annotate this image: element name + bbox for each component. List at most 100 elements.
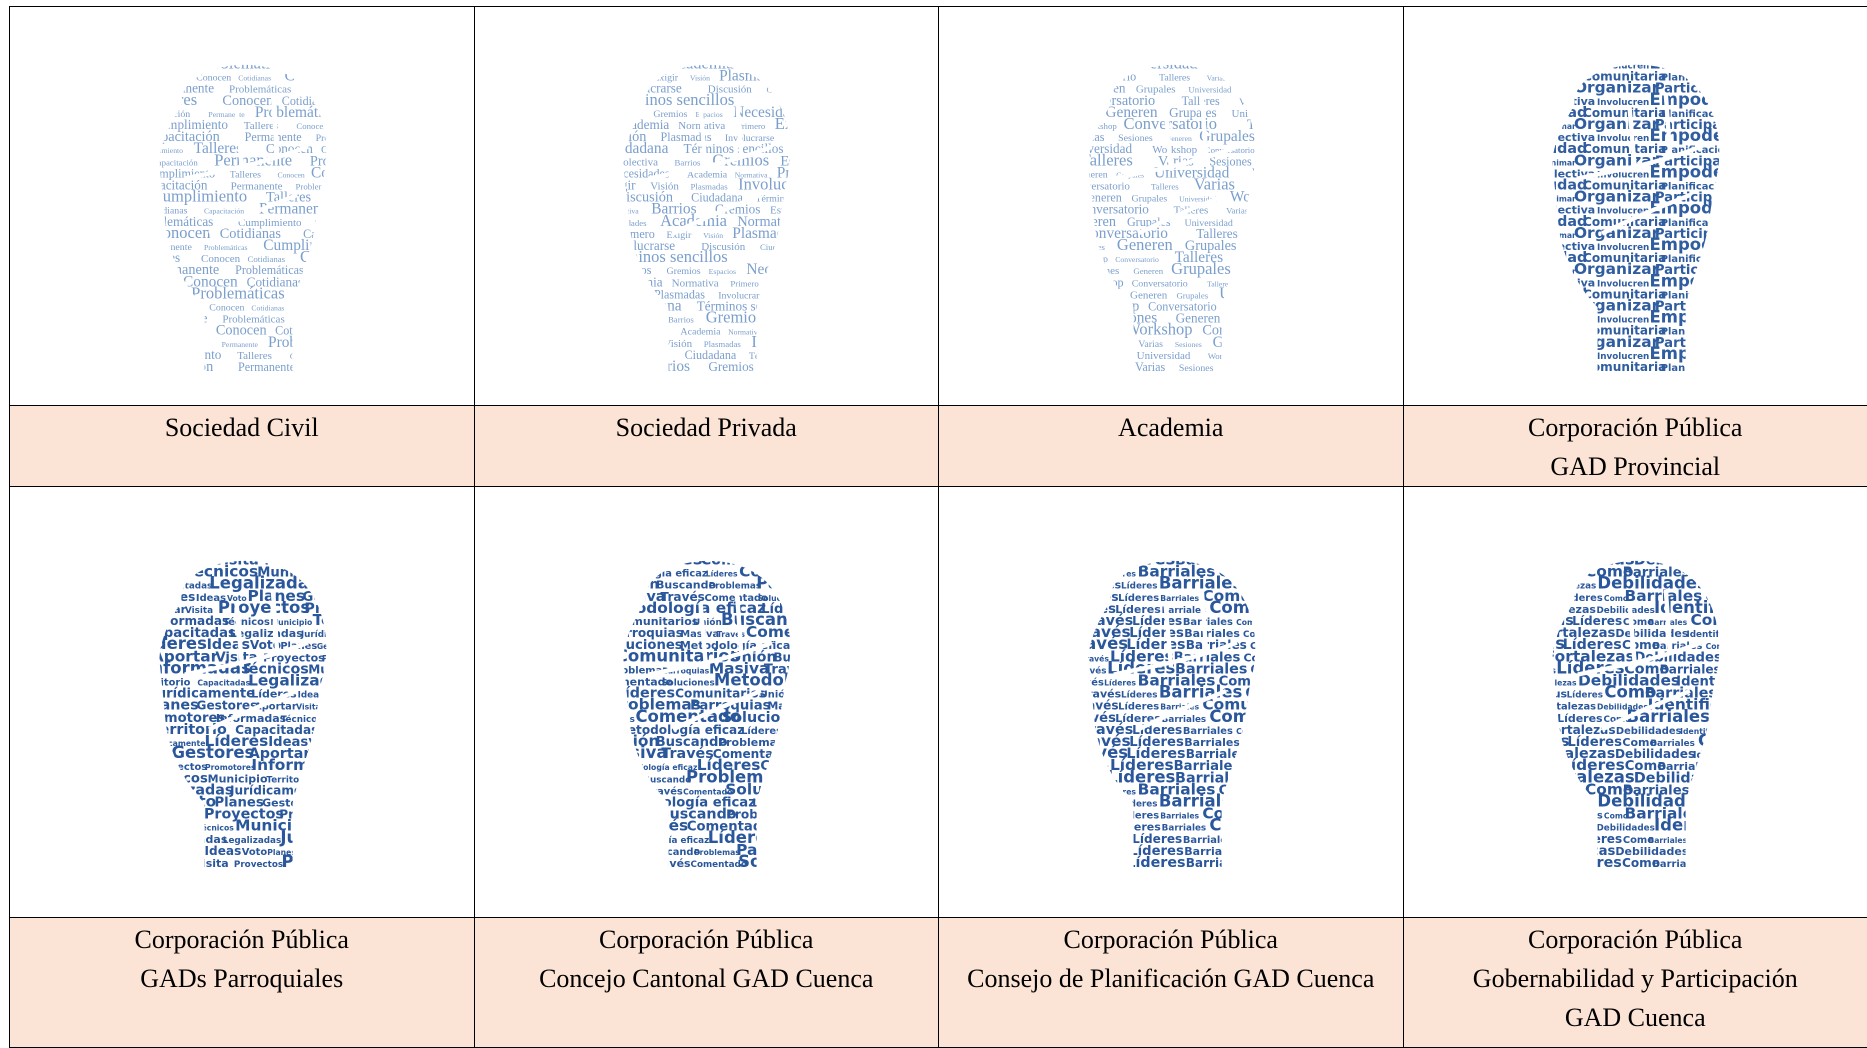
- word: Comentado: [701, 553, 793, 569]
- word: Líderes: [321, 785, 352, 797]
- word-cloud: UniónBuscandoProblemasParroquiasMasivaTr…: [596, 537, 816, 867]
- word: Líderes: [1561, 538, 1625, 556]
- word: Generen: [1236, 47, 1274, 59]
- word: Través: [642, 550, 703, 569]
- word: Capacitación: [138, 359, 213, 371]
- word: Buscando: [791, 691, 816, 700]
- word: Comunitarios: [1243, 542, 1281, 555]
- word: Necesidades: [603, 324, 664, 338]
- word: Visita: [145, 804, 198, 823]
- caption-line: GAD Cuenca: [1404, 998, 1867, 1037]
- word: Líderes: [1104, 570, 1136, 579]
- word: Capacitación: [298, 298, 352, 315]
- word: Identificando: [1703, 795, 1746, 811]
- word: Comunidad: [1698, 731, 1745, 750]
- word: Universidad: [1067, 327, 1111, 337]
- word: Líderes: [152, 545, 184, 554]
- word: Líderes: [1562, 810, 1603, 822]
- word: Unión: [609, 772, 645, 785]
- word: Grupales: [1171, 259, 1231, 278]
- image-cell: SusLíderesComoBarrialesComunidadFortalez…: [1404, 487, 1867, 918]
- word: Sesiones: [1067, 110, 1094, 119]
- word: Problemáticas: [191, 283, 284, 302]
- word: Talleres: [138, 320, 190, 339]
- words: TravésLíderesBarrialesComunitariosTravés…: [1067, 538, 1280, 867]
- word: Primero: [731, 278, 760, 288]
- word: Sesiones: [1067, 286, 1113, 301]
- word: Través: [1074, 557, 1106, 568]
- word: Aportar: [138, 856, 195, 867]
- word: Visita: [193, 857, 228, 867]
- word: Universidad: [1248, 262, 1281, 278]
- word: Líderes: [1104, 787, 1136, 796]
- word: Comunidad: [1691, 611, 1746, 629]
- word: Capacitación: [284, 68, 351, 85]
- word: Identificando: [1726, 554, 1746, 568]
- word: Animar: [1545, 340, 1576, 349]
- word: Talleres: [1067, 359, 1112, 371]
- word: Comunitaria: [1583, 360, 1666, 371]
- word: Comunitarios: [1218, 566, 1280, 581]
- word: Jurídicamente: [300, 630, 352, 640]
- word: Informadas: [145, 658, 251, 677]
- word: Territorio: [312, 611, 351, 629]
- word: Capacitación: [300, 247, 352, 266]
- word: Necesidades: [609, 166, 670, 180]
- image-cell: TravésLíderesBarrialesComunitariosTravés…: [939, 487, 1404, 918]
- word: Colectiva: [1538, 349, 1595, 362]
- word: Sus: [1538, 666, 1556, 676]
- word: Involucrarse: [738, 175, 816, 194]
- word: Proyectos: [218, 598, 311, 617]
- word: Generen: [1074, 169, 1108, 180]
- word: Academia: [681, 327, 722, 338]
- word: Proyectos: [234, 860, 283, 867]
- word: Través: [1081, 654, 1110, 663]
- word: Permanente: [152, 81, 214, 96]
- words: Talleres Conocen Cotidianas Capacitación Per…: [138, 43, 351, 371]
- word: Comunidad: [1713, 710, 1745, 726]
- word: Comunitarios: [1236, 836, 1281, 845]
- word: Visita: [308, 747, 347, 761]
- word: Términos sencillos: [609, 90, 734, 109]
- word: Sesiones: [1179, 363, 1214, 371]
- word: Conocen: [152, 223, 211, 242]
- word: Varias: [1074, 316, 1093, 325]
- word: Necesidades: [733, 104, 810, 121]
- word: Exigir: [775, 114, 816, 133]
- word: Visita: [296, 703, 321, 712]
- word: Gremios: [667, 266, 701, 277]
- word: Barriales: [1160, 594, 1199, 603]
- word: Workshop: [1074, 275, 1123, 289]
- word: Ciudadana: [603, 140, 669, 157]
- word: Gremios: [706, 308, 763, 327]
- word: Discusión: [788, 291, 816, 300]
- word: Problemas: [798, 613, 816, 629]
- word: Barriales: [1653, 859, 1703, 867]
- word: Animar: [1545, 122, 1576, 131]
- word: Ideas: [204, 844, 241, 858]
- caption-line: Corporación Pública: [939, 920, 1403, 959]
- word: Líderes: [1563, 855, 1622, 867]
- word: Líderes: [1121, 582, 1157, 592]
- word: Sus: [1545, 763, 1561, 772]
- word: Visión: [603, 286, 640, 302]
- word: Varias: [1193, 175, 1234, 194]
- word: Masiva: [609, 558, 644, 568]
- word: Generen: [1117, 235, 1173, 254]
- word: Cotidianas: [334, 114, 352, 133]
- caption-line: Corporación Pública: [10, 920, 474, 959]
- word: Ciudadana: [616, 298, 682, 315]
- word: Permanente: [238, 360, 295, 371]
- word: Comunidad: [1693, 567, 1745, 580]
- word: Líderes: [1121, 691, 1157, 701]
- word: Través: [1081, 545, 1110, 554]
- word: Visión: [690, 74, 710, 83]
- word: Generen: [1133, 266, 1163, 276]
- word: Permanente: [259, 201, 332, 218]
